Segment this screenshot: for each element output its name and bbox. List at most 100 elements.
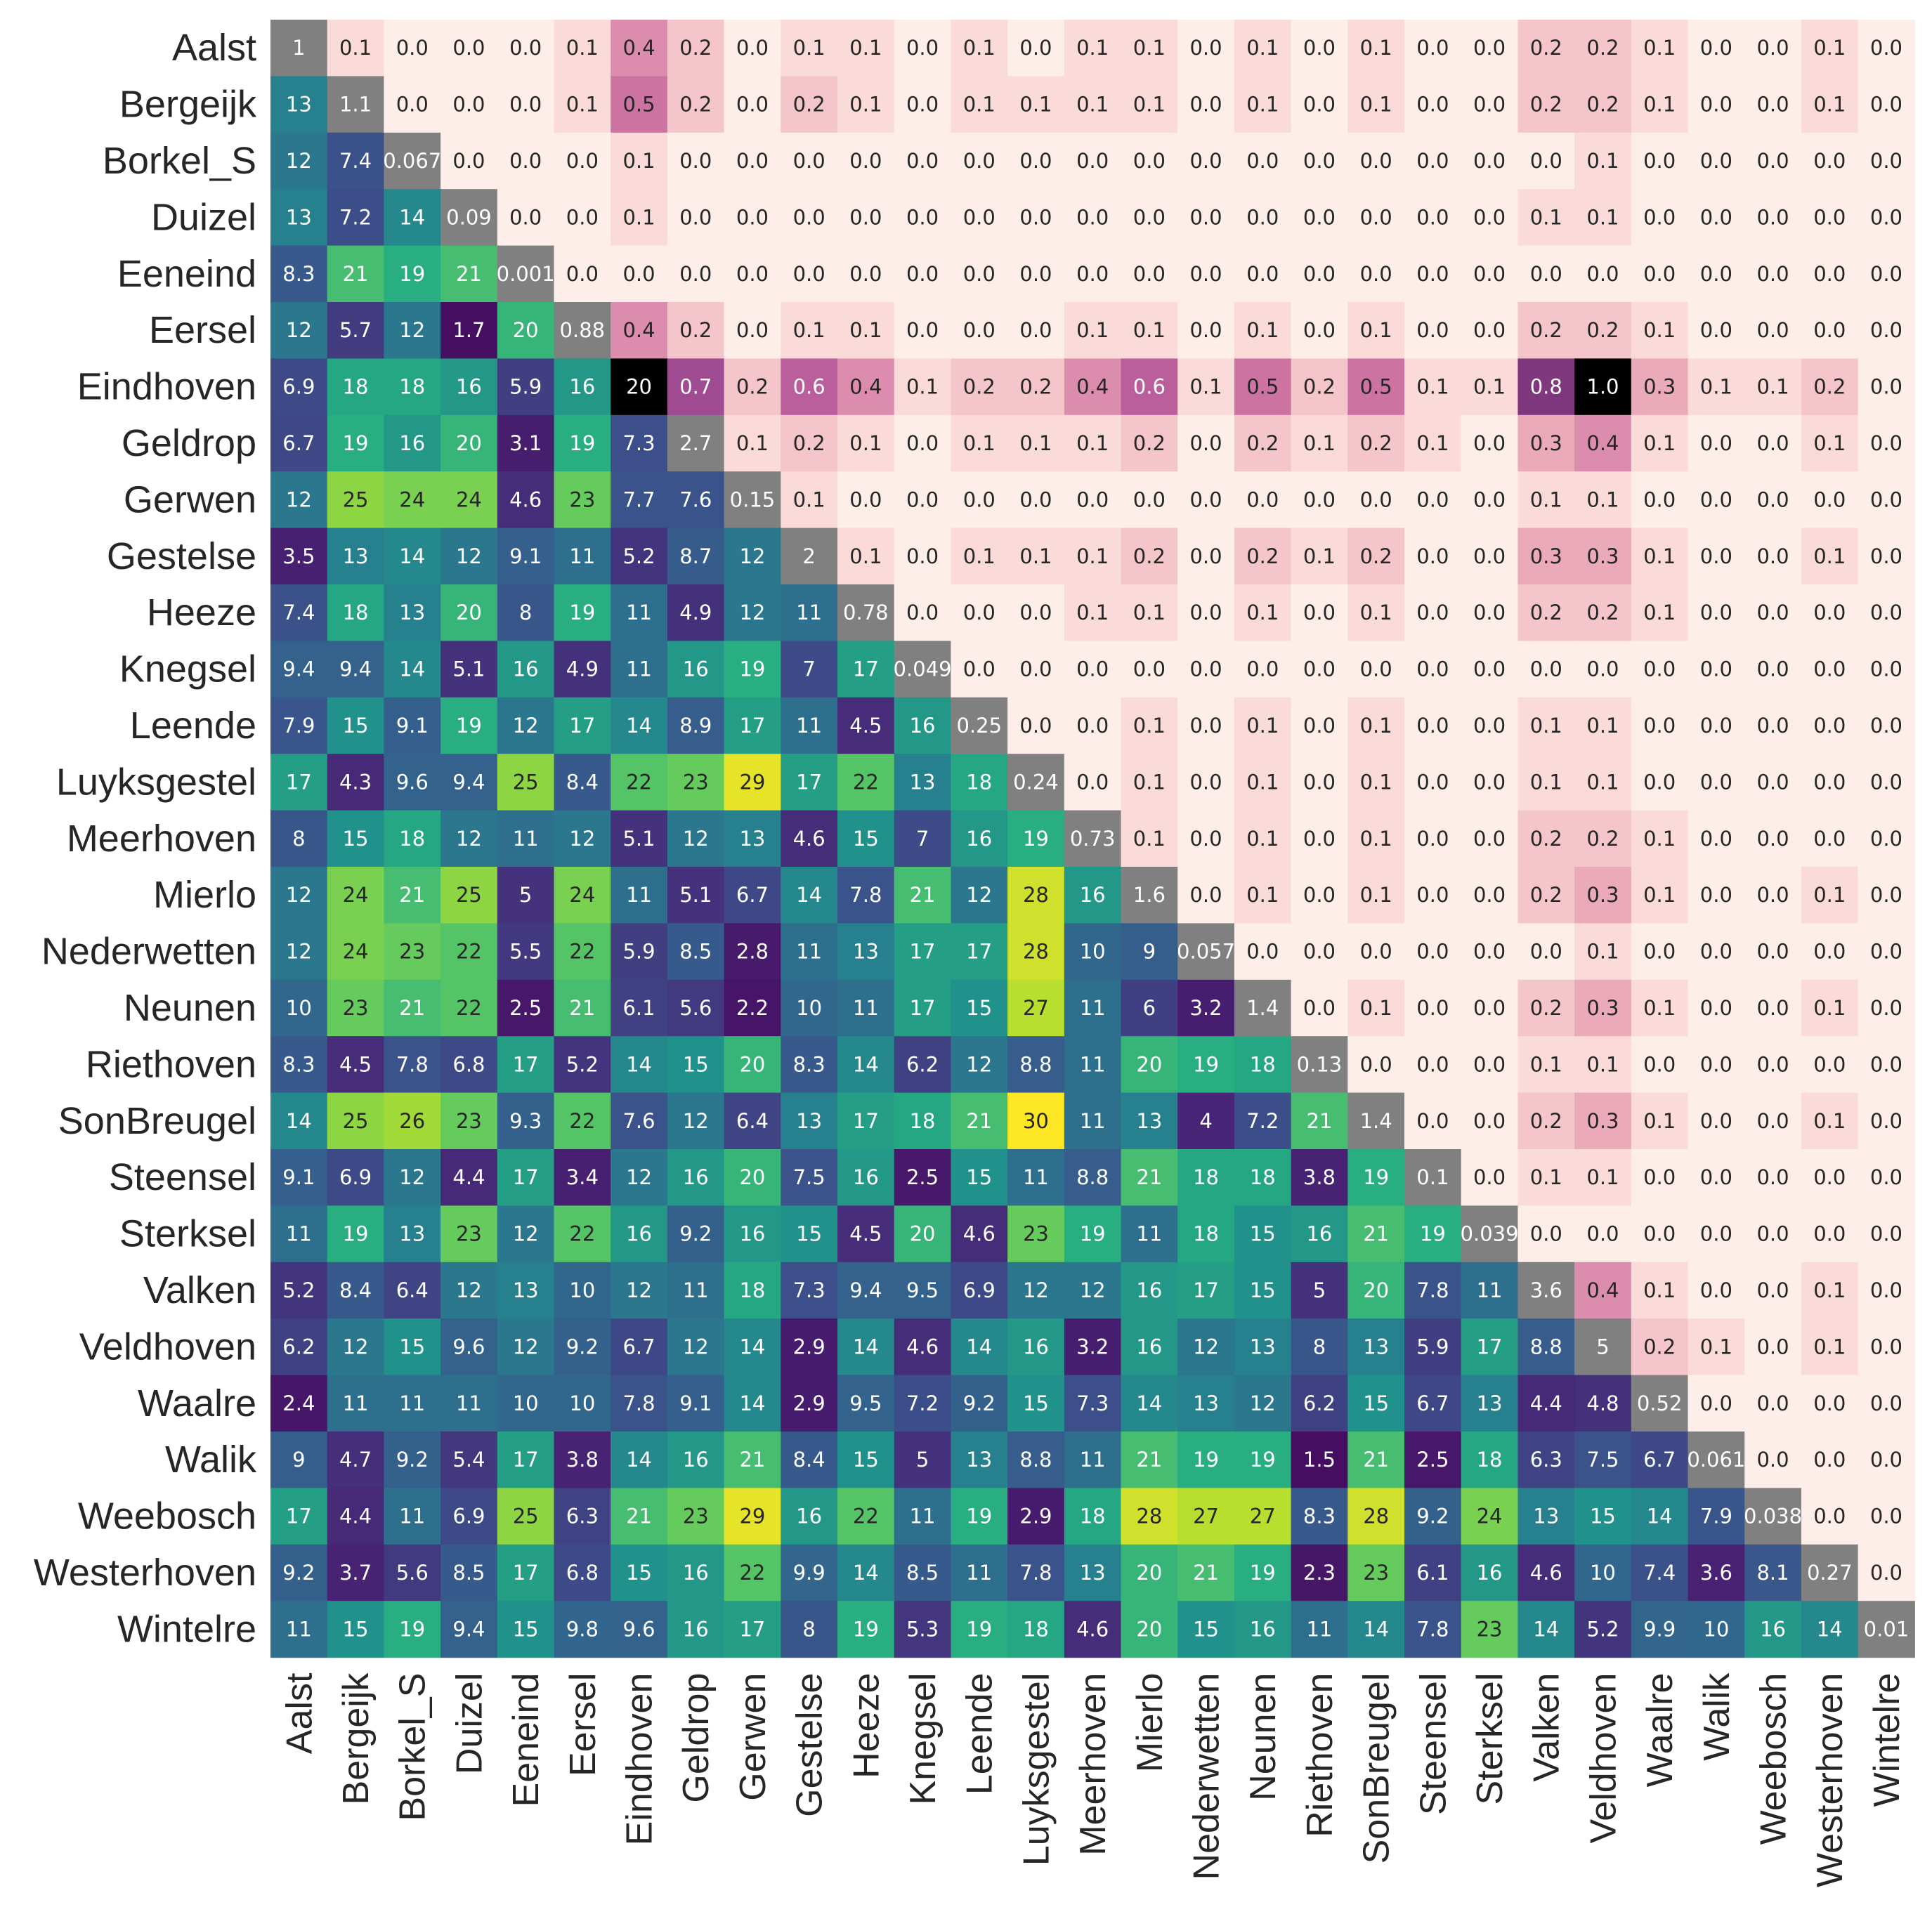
heatmap-cell-label: 0.0 — [1076, 487, 1109, 511]
heatmap-cell-label: 11 — [569, 544, 595, 568]
heatmap-cell-label: 0.0 — [906, 487, 939, 511]
heatmap-cell — [1234, 471, 1292, 529]
heatmap-cell-label: 0.1 — [1643, 996, 1676, 1020]
heatmap-cell — [951, 132, 1008, 190]
heatmap-cell — [270, 1036, 328, 1094]
heatmap-cell-label: 17 — [513, 1561, 539, 1585]
heatmap-cell-label: 0.0 — [1530, 657, 1562, 681]
heatmap-cell-label: 16 — [1136, 1335, 1162, 1358]
heatmap-cell-label: 7.9 — [282, 714, 315, 738]
heatmap-cell — [724, 528, 781, 585]
heatmap-cell — [497, 1488, 555, 1545]
heatmap-cell — [667, 245, 725, 303]
heatmap-cell — [1177, 867, 1235, 924]
heatmap-cell — [1631, 1262, 1689, 1319]
heatmap-cell-label: 12 — [456, 1278, 482, 1302]
heatmap-cell — [1801, 245, 1859, 303]
heatmap-cell-label: 0.0 — [1813, 1391, 1846, 1415]
column-label: Borkel_S — [393, 1673, 433, 1821]
heatmap-cell — [1234, 20, 1292, 77]
heatmap-cell-label: 8.5 — [452, 1561, 485, 1585]
heatmap-cell — [1007, 358, 1065, 416]
heatmap-cell — [497, 1601, 555, 1658]
heatmap-cell-label: 0.0 — [1870, 1222, 1902, 1246]
heatmap-cell — [1007, 1432, 1065, 1488]
heatmap-cell — [1177, 1262, 1235, 1319]
heatmap-cell-label: 13 — [286, 93, 312, 117]
heatmap-cell-label: 0.0 — [1473, 205, 1506, 229]
heatmap-cell — [1461, 1375, 1518, 1432]
heatmap-cell-label: 0.1 — [736, 431, 769, 455]
heatmap-cell — [1801, 20, 1859, 77]
heatmap-cell-label: 0.0 — [963, 149, 996, 173]
heatmap-cell — [1064, 810, 1122, 867]
heatmap-cell-label: 0.1 — [1643, 827, 1676, 851]
heatmap-cell-label: 0.0 — [1643, 940, 1676, 964]
heatmap-cell-label: 4 — [1199, 1109, 1212, 1133]
heatmap-cell-label: 0.1 — [1360, 883, 1392, 907]
heatmap-cell — [951, 76, 1008, 133]
heatmap-cell-label: 18 — [1193, 1222, 1219, 1246]
heatmap-cell-label: 5.6 — [679, 996, 712, 1020]
heatmap-cell — [1858, 584, 1915, 641]
heatmap-cell — [554, 1544, 611, 1601]
heatmap-cell — [724, 302, 781, 359]
heatmap-cell-label: 2.5 — [509, 996, 542, 1020]
heatmap-cell-label: 0.0 — [1189, 149, 1222, 173]
heatmap-cell-label: 12 — [343, 1335, 369, 1358]
heatmap-cell — [1574, 979, 1632, 1037]
heatmap-cell-label: 2.3 — [1303, 1561, 1336, 1585]
heatmap-cell-label: 8.1 — [1756, 1561, 1789, 1585]
heatmap-cell — [440, 584, 498, 641]
heatmap-cell-label: 5.3 — [906, 1617, 939, 1641]
heatmap-cell — [724, 1375, 781, 1432]
heatmap-cell-label: 27 — [1193, 1505, 1219, 1528]
heatmap-cell — [894, 471, 951, 529]
heatmap-cell-label: 15 — [1250, 1222, 1276, 1246]
heatmap-cell-label: 0.0 — [1473, 1165, 1506, 1189]
heatmap-cell-label: 0.0 — [906, 601, 939, 624]
heatmap-cell-label: 18 — [1477, 1448, 1503, 1472]
heatmap-cell-label: 0.1 — [963, 544, 996, 568]
heatmap-cell-label: 0.0 — [736, 205, 769, 229]
heatmap-cell-label: 15 — [966, 996, 992, 1020]
heatmap-cell — [894, 1149, 951, 1206]
heatmap-cell-label: 9.1 — [282, 1165, 315, 1189]
heatmap-cell — [1177, 697, 1235, 754]
heatmap-cell — [1404, 132, 1462, 190]
heatmap-cell-label: 13 — [399, 601, 425, 624]
heatmap-cell-label: 0.0 — [849, 205, 882, 229]
heatmap-cell-label: 9.1 — [679, 1391, 712, 1415]
heatmap-cell-label: 0.0 — [1189, 601, 1222, 624]
heatmap-cell-label: 0.0 — [1870, 601, 1902, 624]
heatmap-cell-label: 0.0 — [736, 149, 769, 173]
heatmap-cell-label: 0.0 — [679, 262, 712, 286]
heatmap-cell — [1121, 20, 1178, 77]
heatmap-cell-label: 0.0 — [1700, 544, 1732, 568]
heatmap-cell — [497, 1036, 555, 1094]
heatmap-cell-label: 24 — [343, 940, 369, 964]
heatmap-cell-label: 0.0 — [509, 36, 542, 60]
heatmap-cell-label: 0.0 — [452, 36, 485, 60]
heatmap-cell-label: 15 — [796, 1222, 822, 1246]
heatmap-cell — [837, 810, 895, 867]
heatmap-cell-label: 24 — [343, 883, 369, 907]
heatmap-cell-label: 0.0 — [1189, 205, 1222, 229]
heatmap-cell — [894, 979, 951, 1037]
heatmap-cell — [1574, 1205, 1632, 1263]
heatmap-cell-label: 19 — [966, 1505, 992, 1528]
heatmap-cell-label: 0.0 — [1133, 205, 1166, 229]
heatmap-cell-label: 0.0 — [736, 36, 769, 60]
heatmap-cell-label: 0.0 — [1756, 770, 1789, 794]
column-label: Geldrop — [676, 1673, 717, 1803]
heatmap-cell — [894, 1601, 951, 1658]
heatmap-cell-label: 0.0 — [963, 318, 996, 342]
heatmap-cell — [1574, 1601, 1632, 1658]
heatmap-cell — [270, 697, 328, 754]
heatmap-cell-label: 16 — [1477, 1561, 1503, 1585]
heatmap-cell — [1461, 20, 1518, 77]
heatmap-cell-label: 2.9 — [793, 1391, 825, 1415]
heatmap-cell — [497, 302, 555, 359]
heatmap-cell-label: 19 — [1080, 1222, 1106, 1246]
heatmap-cell — [1291, 528, 1348, 585]
